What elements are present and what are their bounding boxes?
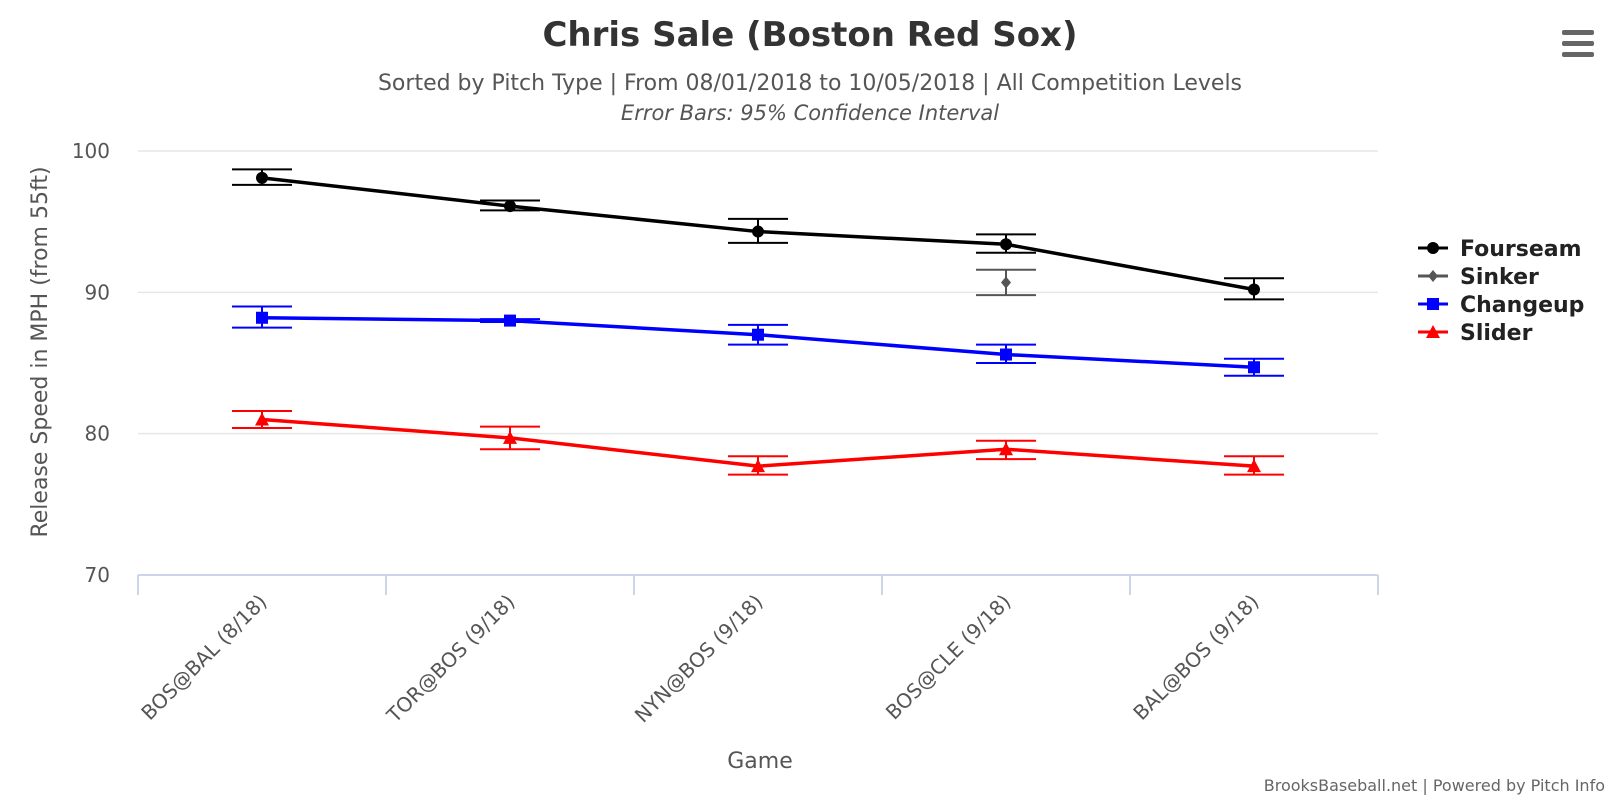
slider-point	[1247, 459, 1261, 473]
slider-point	[999, 442, 1013, 456]
legend-label-slider: Slider	[1460, 321, 1533, 346]
legend-marker-fourseam	[1427, 242, 1439, 254]
y-tick-label-90: 90	[85, 280, 110, 304]
y-tick-label-100: 100	[72, 139, 110, 163]
legend-marker-changeup	[1427, 298, 1439, 310]
legend-item-slider[interactable]: Slider	[1418, 321, 1533, 346]
changeup-point	[1000, 348, 1012, 361]
changeup-point	[256, 311, 268, 324]
chart-title: Chris Sale (Boston Red Sox)	[542, 15, 1077, 55]
legend-item-fourseam[interactable]: Fourseam	[1418, 237, 1582, 262]
legend[interactable]: Fourseam Sinker Changeup Slider	[1418, 237, 1584, 346]
legend-marker-sinker	[1428, 270, 1438, 282]
fourseam-point	[1248, 283, 1260, 296]
legend-item-changeup[interactable]: Changeup	[1418, 293, 1584, 318]
series-sinker	[976, 268, 1036, 297]
x-axis: BOS@BAL (8/18) TOR@BOS (9/18) NYN@BOS (9/1…	[136, 574, 1379, 728]
slider-point	[255, 412, 269, 426]
series-slider	[232, 410, 1284, 476]
legend-marker-slider	[1426, 325, 1440, 338]
chart-subtitle-error-bars: Error Bars: 95% Confidence Interval	[621, 101, 999, 125]
y-axis-ticks: 70 80 90 100	[72, 139, 110, 587]
x-axis-title: Game	[727, 749, 793, 774]
sinker-point	[1001, 276, 1011, 289]
x-tick-label: NYN@BOS (9/18)	[630, 590, 768, 728]
x-tick-label: BOS@BAL (8/18)	[136, 590, 271, 725]
y-axis-title: Release Speed in MPH (from 55ft)	[28, 166, 53, 537]
series-fourseam	[232, 168, 1284, 301]
legend-label-fourseam: Fourseam	[1460, 237, 1582, 262]
y-tick-label-80: 80	[85, 422, 110, 446]
series-layer	[232, 168, 1284, 476]
x-tick-label: TOR@BOS (9/18)	[381, 590, 519, 728]
hamburger-menu-icon[interactable]	[1558, 28, 1596, 60]
legend-label-changeup: Changeup	[1460, 293, 1584, 318]
y-tick-label-70: 70	[85, 563, 110, 587]
fourseam-point	[1000, 238, 1012, 251]
slider-point	[751, 459, 765, 473]
x-tick-label: BAL@BOS (9/18)	[1128, 590, 1263, 725]
fourseam-point	[504, 200, 516, 213]
legend-label-sinker: Sinker	[1460, 265, 1539, 290]
changeup-point	[752, 328, 764, 341]
chart-subtitle: Sorted by Pitch Type | From 08/01/2018 t…	[378, 71, 1242, 96]
changeup-point	[504, 314, 516, 327]
fourseam-point	[256, 171, 268, 184]
x-tick-label: BOS@CLE (9/18)	[881, 590, 1016, 725]
slider-point	[503, 430, 517, 444]
grid-lines	[138, 150, 1378, 435]
series-changeup	[232, 305, 1284, 377]
changeup-point	[1248, 361, 1260, 374]
fourseam-point	[752, 225, 764, 238]
credits-text[interactable]: BrooksBaseball.net | Powered by Pitch In…	[1264, 776, 1605, 795]
legend-item-sinker[interactable]: Sinker	[1418, 265, 1539, 290]
